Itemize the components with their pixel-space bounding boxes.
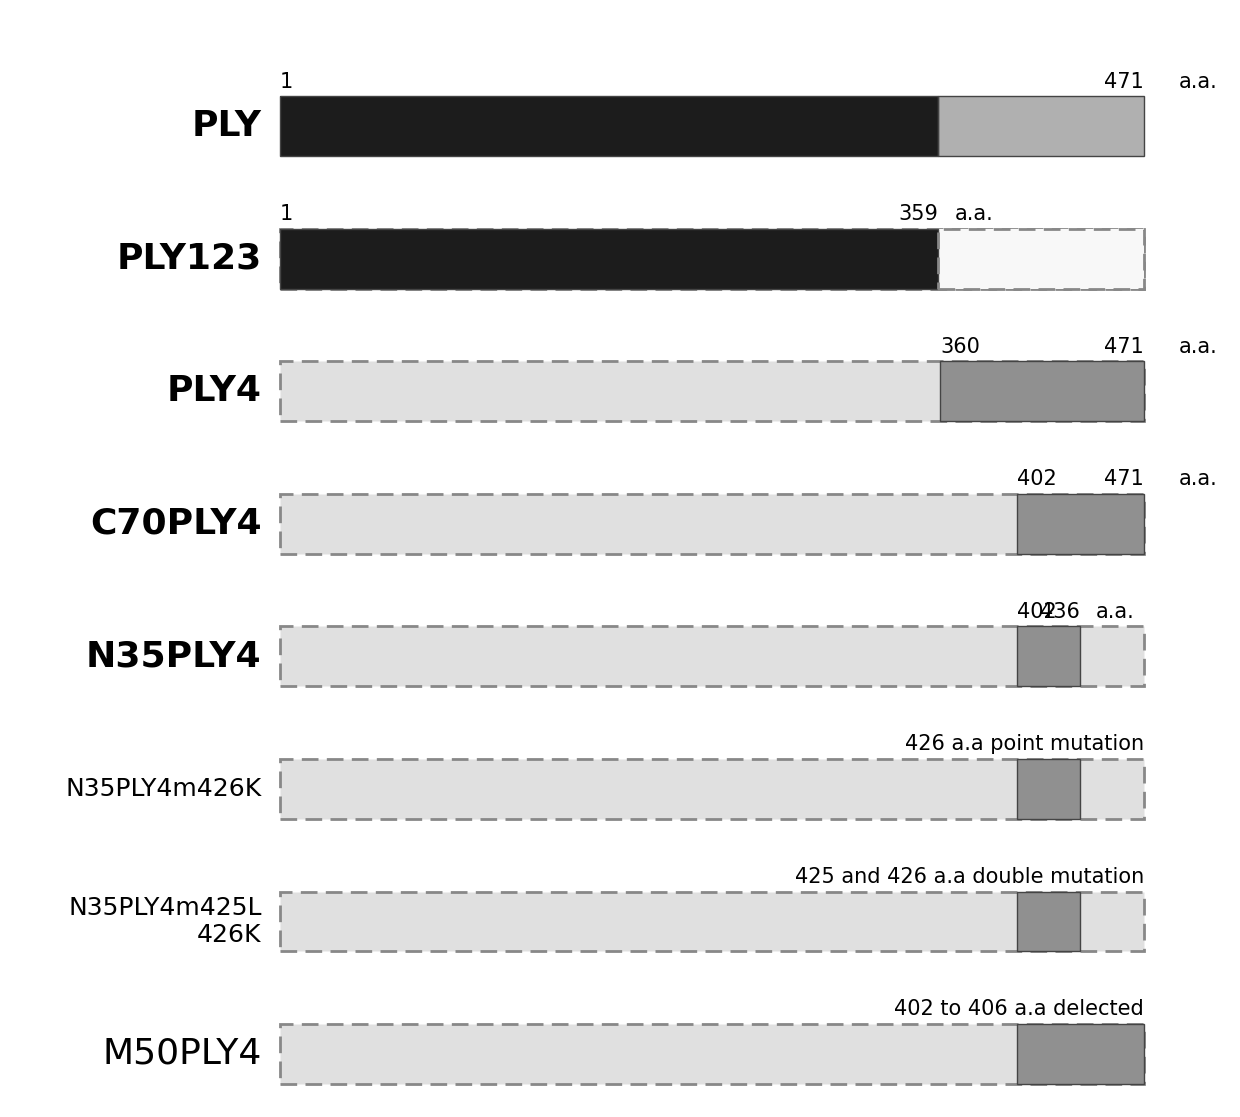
Bar xyxy=(1017,627,1080,687)
Text: PLY4: PLY4 xyxy=(166,374,262,409)
Text: 426 a.a point mutation: 426 a.a point mutation xyxy=(905,734,1145,754)
Bar xyxy=(940,362,1145,421)
Text: PLY123: PLY123 xyxy=(117,242,262,276)
Text: a.a.: a.a. xyxy=(1096,602,1135,622)
Bar xyxy=(280,891,1145,952)
Text: a.a.: a.a. xyxy=(1179,469,1218,489)
Text: 1: 1 xyxy=(280,71,293,92)
Bar xyxy=(280,1024,1145,1083)
Bar xyxy=(939,96,1145,156)
Text: 436: 436 xyxy=(1040,602,1080,622)
Bar xyxy=(280,229,939,289)
Text: 471: 471 xyxy=(1105,337,1145,356)
Bar xyxy=(280,96,939,156)
Bar xyxy=(280,627,1145,687)
Text: a.a.: a.a. xyxy=(955,204,993,225)
Text: 471: 471 xyxy=(1105,469,1145,489)
Bar xyxy=(1017,891,1080,952)
Text: PLY: PLY xyxy=(192,109,262,143)
Text: 471: 471 xyxy=(1105,71,1145,92)
Bar xyxy=(1017,891,1080,952)
Bar xyxy=(939,96,1145,156)
Bar xyxy=(280,96,939,156)
Text: N35PLY4m425L
426K: N35PLY4m425L 426K xyxy=(68,896,262,947)
Text: 402 to 406 a.a delected: 402 to 406 a.a delected xyxy=(894,1000,1145,1020)
Bar xyxy=(280,362,1145,421)
Text: 402: 402 xyxy=(1017,469,1056,489)
Bar xyxy=(1017,1024,1145,1083)
Text: M50PLY4: M50PLY4 xyxy=(102,1037,262,1071)
Text: a.a.: a.a. xyxy=(1179,337,1218,356)
Bar xyxy=(280,494,1145,554)
Text: 402: 402 xyxy=(1017,602,1056,622)
Text: C70PLY4: C70PLY4 xyxy=(89,507,262,541)
Text: 360: 360 xyxy=(940,337,980,356)
Bar xyxy=(1017,758,1080,819)
Bar xyxy=(940,362,1145,421)
Text: a.a.: a.a. xyxy=(1179,71,1218,92)
Bar xyxy=(939,229,1145,289)
Bar xyxy=(280,758,1145,819)
Bar xyxy=(1017,494,1145,554)
Text: 425 and 426 a.a double mutation: 425 and 426 a.a double mutation xyxy=(795,867,1145,887)
Text: N35PLY4m426K: N35PLY4m426K xyxy=(66,777,262,801)
Bar xyxy=(1017,1024,1145,1083)
Bar xyxy=(939,229,1145,289)
Bar xyxy=(280,229,939,289)
Bar xyxy=(280,229,1145,289)
Text: N35PLY4: N35PLY4 xyxy=(86,639,262,674)
Bar xyxy=(1017,494,1145,554)
Text: 1: 1 xyxy=(280,204,293,225)
Bar xyxy=(1017,627,1080,687)
Bar xyxy=(1017,758,1080,819)
Text: 359: 359 xyxy=(898,204,939,225)
